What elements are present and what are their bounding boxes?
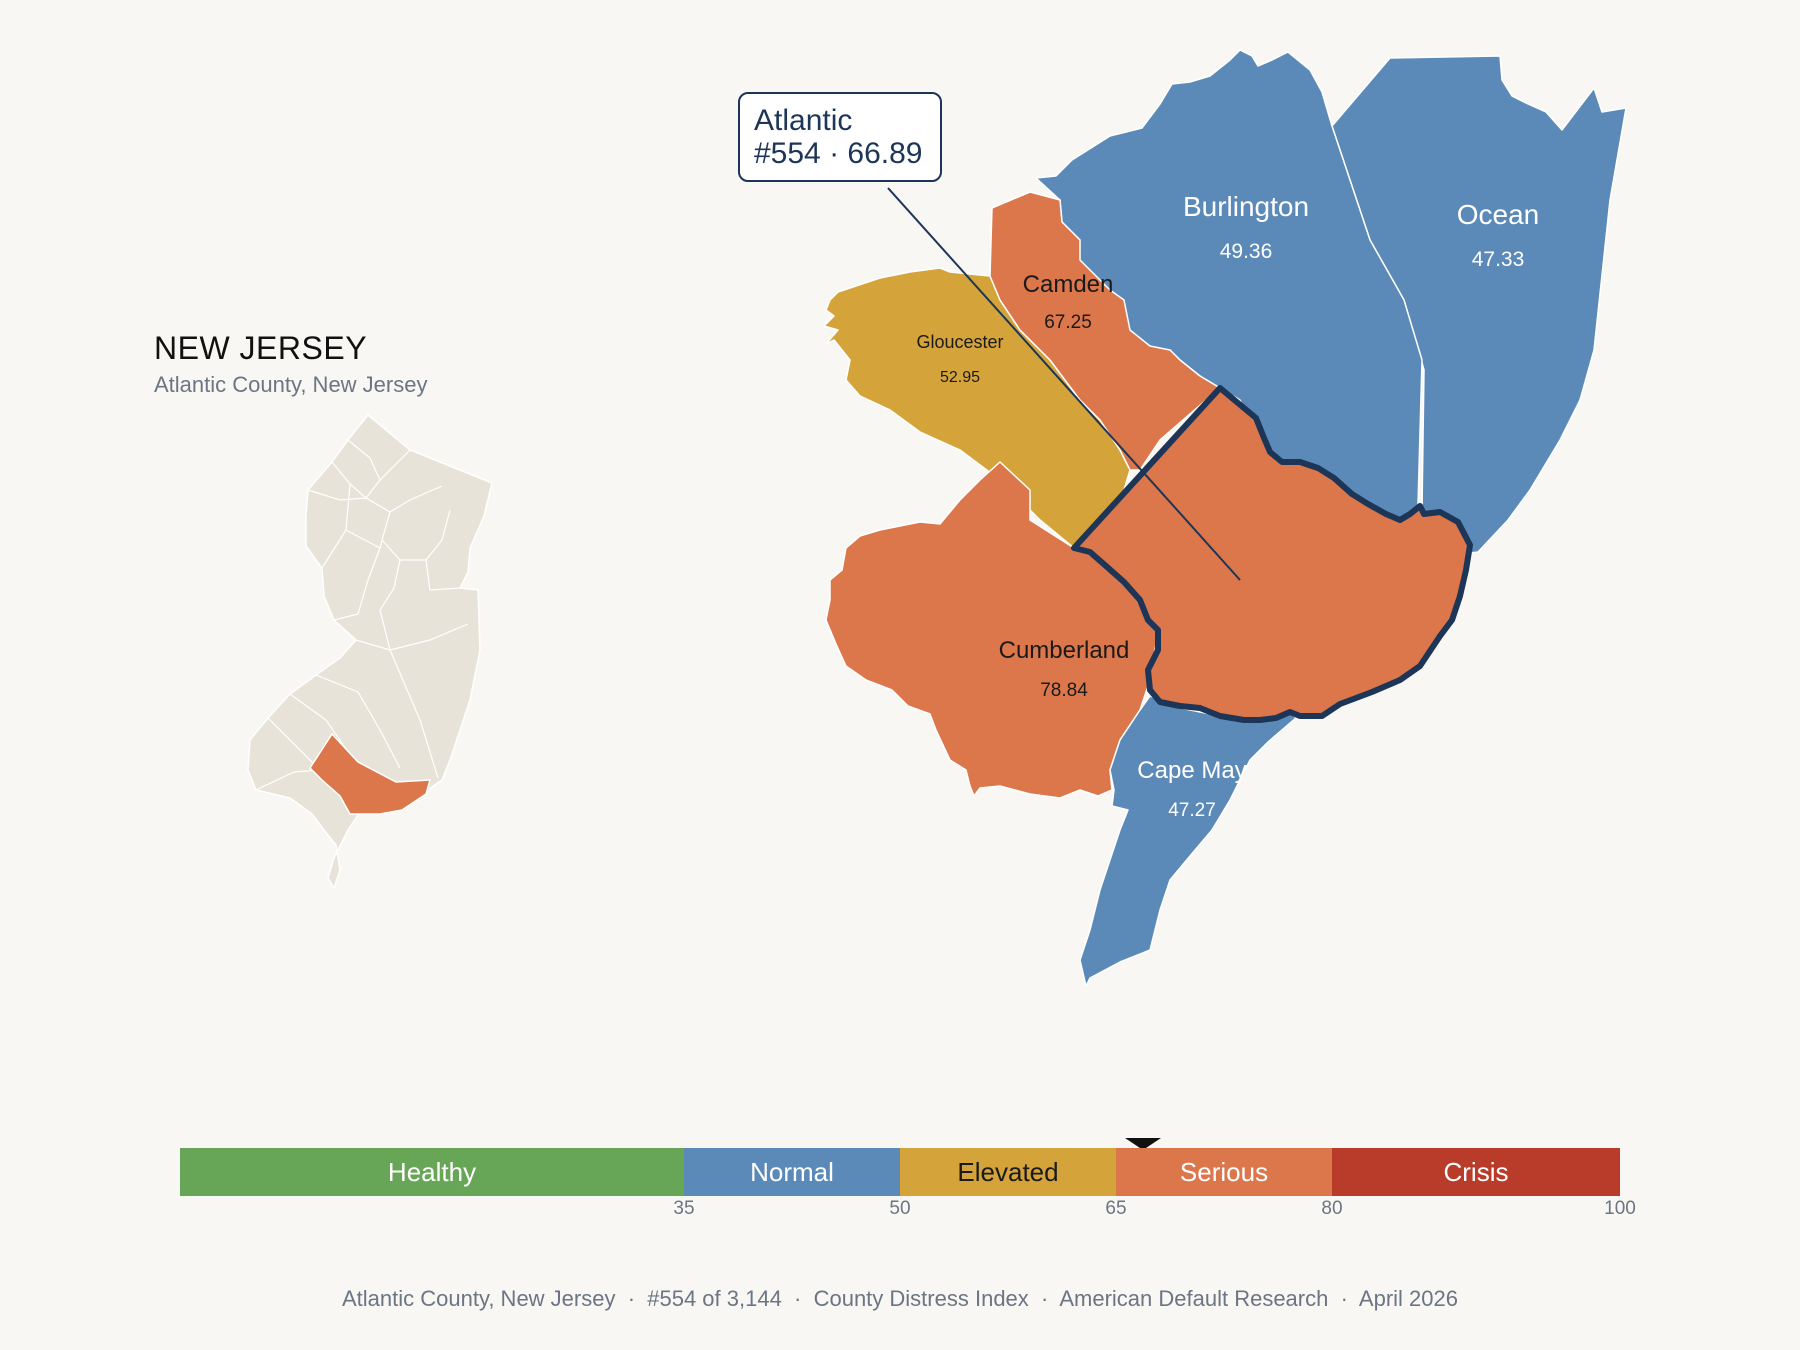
score-marker bbox=[1125, 1138, 1162, 1150]
label-camden-name: Camden bbox=[1023, 271, 1114, 298]
selected-county-tooltip: Atlantic #554 · 66.89 bbox=[738, 92, 942, 182]
label-ocean-name: Ocean bbox=[1457, 199, 1540, 230]
legend-segment-elevated: Elevated bbox=[900, 1148, 1116, 1196]
tooltip-rank-score: #554 · 66.89 bbox=[754, 137, 923, 170]
legend-segment-crisis: Crisis bbox=[1332, 1148, 1620, 1196]
legend-segment-normal: Normal bbox=[684, 1148, 900, 1196]
label-ocean-score: 47.33 bbox=[1472, 248, 1525, 271]
label-camden-score: 67.25 bbox=[1044, 312, 1092, 333]
legend-segment-healthy: Healthy bbox=[180, 1148, 684, 1196]
label-cumberland-score: 78.84 bbox=[1040, 680, 1088, 701]
label-cumberland-name: Cumberland bbox=[999, 637, 1130, 664]
tooltip-leader-line bbox=[887, 187, 1241, 581]
county-atlantic[interactable] bbox=[1071, 385, 1473, 723]
label-cape-may-score: 47.27 bbox=[1168, 800, 1216, 821]
state-title: NEW JERSEY bbox=[154, 330, 368, 366]
label-gloucester-score: 52.95 bbox=[940, 369, 980, 386]
inset-state-map bbox=[247, 413, 493, 890]
distress-scale-legend: Healthy Normal Elevated Serious Crisis bbox=[180, 1148, 1620, 1196]
label-cape-may-name: Cape May bbox=[1137, 757, 1246, 784]
legend-segment-serious: Serious bbox=[1116, 1148, 1332, 1196]
label-burlington-score: 49.36 bbox=[1220, 240, 1273, 263]
inset-atlantic-county bbox=[309, 732, 432, 815]
label-gloucester-name: Gloucester bbox=[916, 332, 1003, 352]
footer-caption: Atlantic County, New Jersey · #554 of 3,… bbox=[342, 1286, 1458, 1311]
legend-tick: 50 bbox=[889, 1198, 911, 1219]
legend-tick: 80 bbox=[1321, 1198, 1343, 1219]
state-subtitle: Atlantic County, New Jersey bbox=[154, 372, 428, 397]
legend-tick: 35 bbox=[673, 1198, 695, 1219]
county-labels: Burlington 49.36 Ocean 47.33 Camden 67.2… bbox=[916, 191, 1539, 821]
label-burlington-name: Burlington bbox=[1183, 191, 1309, 222]
legend-tick: 100 bbox=[1604, 1198, 1636, 1219]
legend-tick: 65 bbox=[1105, 1198, 1127, 1219]
region-map: Burlington 49.36 Ocean 47.33 Camden 67.2… bbox=[823, 49, 1627, 987]
tooltip-county-name: Atlantic bbox=[754, 104, 853, 137]
county-camden[interactable] bbox=[989, 191, 1221, 471]
inset-state-shape bbox=[247, 413, 493, 890]
